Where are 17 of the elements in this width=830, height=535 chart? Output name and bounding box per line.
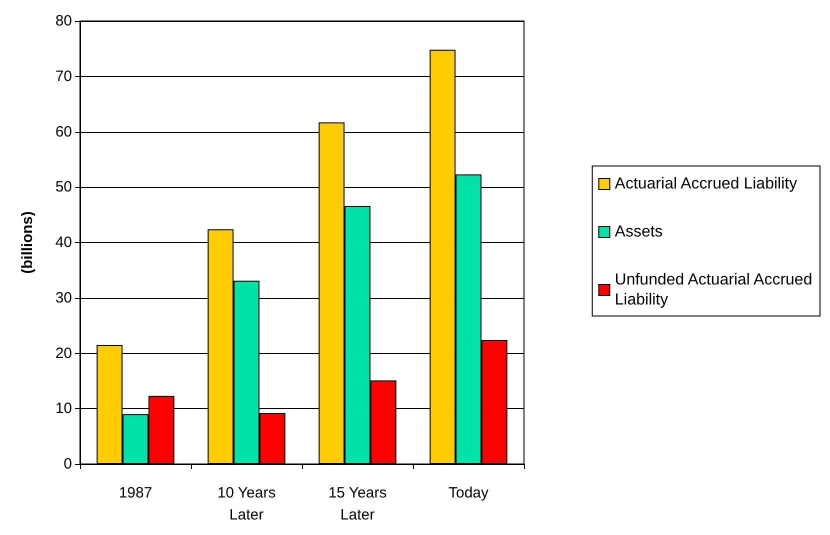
x-tick-label: Today (448, 484, 490, 502)
y-tick-label: 30 (55, 289, 72, 306)
y-tick-label: 10 (55, 400, 72, 418)
legend-label: Actuarial Accrued Liability (614, 176, 798, 192)
x-tick-label: 15 Years Later (328, 484, 387, 524)
legend-label: Assets (614, 224, 663, 240)
y-axis-title: (billions) (19, 211, 36, 274)
y-tick-label: 0 (64, 456, 72, 472)
x-tick-label: 1987 (118, 484, 152, 502)
y-tick-label: 50 (55, 178, 72, 196)
y-tick-label: 40 (55, 234, 72, 251)
y-tick-label: 20 (55, 344, 72, 362)
y-tick-label: 80 (55, 12, 72, 30)
legend-label: Unfunded Actuarial Accrued Liability (614, 272, 812, 308)
y-tick-label: 60 (55, 123, 72, 140)
y-tick-label: 70 (55, 68, 72, 85)
x-tick-label: 10 Years Later (217, 484, 276, 524)
